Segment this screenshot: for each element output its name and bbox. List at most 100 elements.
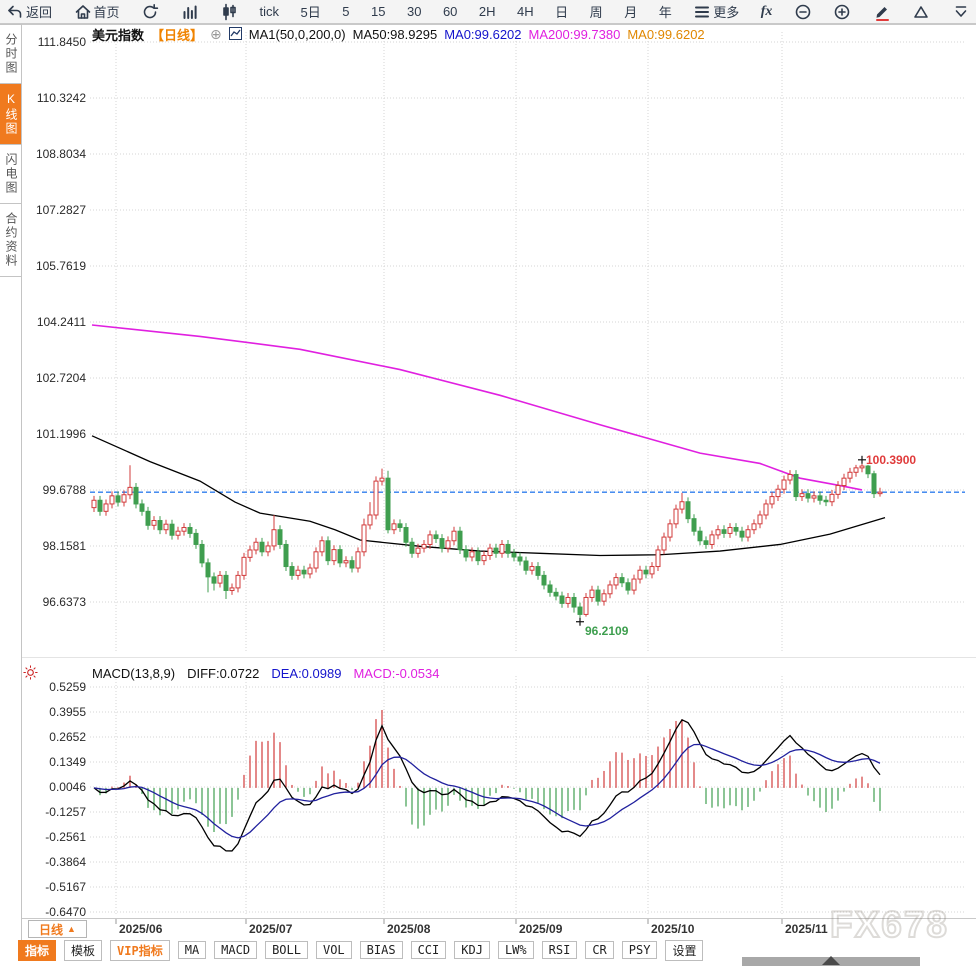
tab-PSY[interactable]: PSY <box>621 941 658 959</box>
time-axis-label: 2025/11 <box>785 922 828 936</box>
tab-BIAS[interactable]: BIAS <box>359 941 403 959</box>
back-arrow-button[interactable]: 返回 <box>6 2 52 21</box>
tab-指标[interactable]: 指标 <box>18 939 57 961</box>
toolbar-button-5日[interactable]: 5日 <box>301 2 321 21</box>
toolbar-label: 首页 <box>93 5 120 20</box>
ma50-value: MA50:98.9295 <box>352 27 438 42</box>
refresh-button[interactable] <box>141 3 159 21</box>
toolbar-button-30[interactable]: 30 <box>407 4 421 19</box>
candlestick-chart[interactable] <box>91 455 883 626</box>
add-compare-icon[interactable]: ⊕ <box>210 26 222 42</box>
toolbar-label: 更多 <box>713 5 740 20</box>
scrollbar-arrow-icon[interactable] <box>822 956 840 965</box>
price-axis-tick: 104.2411 <box>36 315 86 329</box>
tab-KDJ[interactable]: KDJ <box>454 941 490 959</box>
collapse-button[interactable] <box>952 3 970 21</box>
triangle-up-icon <box>912 3 930 21</box>
macd-dea-value: DEA:0.0989 <box>271 666 342 681</box>
home-button[interactable]: 首页 <box>74 2 120 21</box>
time-axis-label: 2025/08 <box>387 922 431 936</box>
toolbar-label: 年 <box>658 5 672 20</box>
home-icon <box>74 3 92 21</box>
sidebar-item-分时图[interactable]: 分时图 <box>0 24 21 84</box>
tab-LW%[interactable]: LW% <box>497 941 534 959</box>
ma50-line <box>91 435 886 557</box>
zoom-out-icon <box>794 3 812 21</box>
tab-RSI[interactable]: RSI <box>541 941 578 959</box>
zoom-in-button[interactable] <box>833 3 851 21</box>
macd-axis-tick: -0.6470 <box>45 905 86 919</box>
toolbar-label: 15 <box>371 4 386 19</box>
macd-axis-tick: -0.2561 <box>45 830 86 844</box>
candlestick-button[interactable] <box>220 3 238 21</box>
ma200-line <box>91 324 863 491</box>
sidebar-item-闪电图[interactable]: 闪电图 <box>0 145 21 204</box>
macd-name[interactable]: MACD(13,8,9) <box>92 666 176 681</box>
toolbar-button-周[interactable]: 周 <box>590 2 603 21</box>
ma-settings-label[interactable]: MA1(50,0,200,0) <box>248 27 346 42</box>
price-axis-tick: 96.6373 <box>42 595 86 609</box>
toolbar-button-年[interactable]: 年 <box>659 2 672 21</box>
low-point-marker <box>576 617 584 626</box>
toolbar-label: 30 <box>406 4 422 19</box>
sidebar-item-合约资料[interactable]: 合约资料 <box>0 204 21 277</box>
ma0-blue-value: MA0:99.6202 <box>444 27 522 42</box>
tab-VIP指标[interactable]: VIP指标 <box>110 939 170 961</box>
toolbar-label: 5 <box>342 4 350 19</box>
toolbar-button-60[interactable]: 60 <box>443 4 457 19</box>
toolbar-label: 返回 <box>26 5 53 20</box>
triangle-up-button[interactable] <box>912 3 930 21</box>
indicator-settings-icon[interactable] <box>23 665 38 685</box>
price-axis-tick: 101.1996 <box>35 427 86 441</box>
tab-MACD[interactable]: MACD <box>214 941 258 959</box>
horizontal-scrollbar[interactable] <box>742 956 920 966</box>
toolbar-button-月[interactable]: 月 <box>624 2 637 21</box>
tab-模板[interactable]: 模板 <box>64 939 103 961</box>
fx-button[interactable]: fx <box>761 4 773 20</box>
zoom-out-button[interactable] <box>794 3 812 21</box>
pencil-icon <box>873 3 891 21</box>
period-selector-button[interactable]: 日线 ▲ <box>28 920 87 938</box>
time-axis-label: 2025/09 <box>519 922 563 936</box>
price-axis-tick: 111.8450 <box>37 35 86 49</box>
indicator-tabs: 指标 模板 VIP指标 MA MACD BOLL VOL BIAS CCI KDJ LW% RSI CR… <box>0 939 976 961</box>
tab-CR[interactable]: CR <box>585 941 614 959</box>
collapse-icon <box>952 3 970 21</box>
macd-axis-tick: 0.5259 <box>49 680 86 694</box>
toolbar-label: 月 <box>624 5 638 20</box>
macd-chart[interactable] <box>93 709 881 852</box>
mini-chart-icon[interactable] <box>228 26 242 43</box>
toolbar-button-5[interactable]: 5 <box>342 4 349 19</box>
macd-header: MACD(13,8,9) DIFF:0.0722 DEA:0.0989 MACD… <box>92 666 439 681</box>
back-arrow-icon <box>6 3 24 21</box>
price-axis-tick: 98.1581 <box>42 539 86 553</box>
toolbar-button-2H[interactable]: 2H <box>479 4 496 19</box>
time-axis-band: 日线 ▲ 2025/06 2025/07 2025/08 2025/09 2025/10… <box>0 919 976 940</box>
toolbar-button-4H[interactable]: 4H <box>517 4 534 19</box>
tab-MA[interactable]: MA <box>177 941 207 959</box>
ma0-orange-value: MA0:99.6202 <box>627 27 705 42</box>
tab-VOL[interactable]: VOL <box>315 941 352 959</box>
zoom-in-icon <box>833 3 851 21</box>
pencil-button[interactable] <box>873 3 891 21</box>
menu-button[interactable]: 更多 <box>693 2 739 21</box>
bar-chart-button[interactable] <box>181 3 199 21</box>
toolbar-label: fx <box>760 3 773 19</box>
tab-设置[interactable]: 设置 <box>665 939 704 961</box>
chart-type-sidebar: 分时图 K线图 闪电图 合约资料 <box>0 24 22 940</box>
period-label: 【日线】 <box>151 28 204 43</box>
toolbar-button-15[interactable]: 15 <box>371 4 385 19</box>
gridlines-layer <box>0 24 976 941</box>
macd-diff-line <box>93 718 881 852</box>
tab-CCI[interactable]: CCI <box>410 941 447 959</box>
top-toolbar: 返回 首页 tick 5日 5 15 30 60 2H 4H 日 周 月 年 更多 fx <box>0 0 976 24</box>
tab-BOLL[interactable]: BOLL <box>265 941 308 959</box>
macd-dea-line <box>93 743 881 839</box>
toolbar-button-tick[interactable]: tick <box>260 4 280 19</box>
toolbar-button-日[interactable]: 日 <box>555 2 568 21</box>
sidebar-item-K线图[interactable]: K线图 <box>0 84 21 145</box>
bar-chart-icon <box>181 3 199 21</box>
ma-lines-layer <box>90 324 965 557</box>
